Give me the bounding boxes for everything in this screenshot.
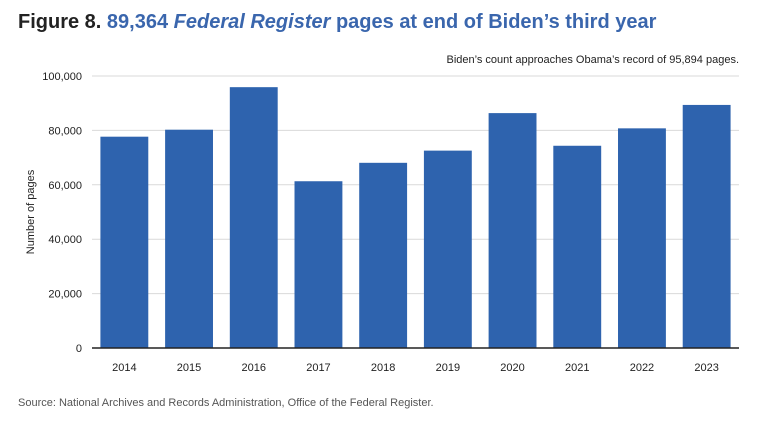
title-prefix: 89,364 [106, 11, 169, 33]
x-tick-label: 2014 [112, 362, 136, 374]
y-tick-label: 60,000 [48, 180, 82, 192]
x-tick-label: 2018 [371, 362, 395, 374]
figure-title: Figure 8. 89,364 Federal Register pages … [18, 11, 656, 34]
x-tick-label: 2022 [630, 362, 654, 374]
x-tick-label: 2016 [242, 362, 266, 374]
bar-2022 [618, 128, 666, 348]
bar-2018 [359, 162, 408, 348]
bar-2016 [229, 87, 278, 348]
x-tick-label: 2023 [694, 362, 718, 374]
y-axis-label: Number of pages [25, 169, 37, 254]
x-tick-label: 2020 [500, 362, 524, 374]
title-italic: Federal Register [173, 11, 331, 33]
y-axis-ticks: 0 20,000 40,000 60,000 80,000 100,000 [42, 71, 82, 355]
y-tick-label: 0 [76, 343, 82, 355]
bar-2015 [165, 129, 213, 348]
x-tick-label: 2021 [565, 362, 589, 374]
y-tick-label: 40,000 [48, 234, 82, 246]
chart-annotation: Biden’s count approaches Obama’s record … [446, 54, 739, 66]
bar-2021 [553, 145, 602, 348]
x-tick-label: 2017 [306, 362, 330, 374]
bar-2020 [488, 113, 537, 348]
y-tick-label: 80,000 [48, 125, 82, 137]
x-axis-ticks: 2014 2015 2016 2017 2018 2019 2020 2021 2022 2023 [112, 362, 719, 374]
bars [100, 87, 731, 348]
bar-2014 [100, 136, 149, 348]
bar-2019 [423, 150, 472, 348]
source-note: Source: National Archives and Records Ad… [18, 397, 434, 409]
figure-number: Figure 8. [18, 11, 102, 33]
y-tick-label: 100,000 [42, 71, 82, 83]
bar-2023 [682, 104, 731, 348]
x-tick-label: 2015 [177, 362, 201, 374]
title-suffix: pages at end of Biden’s third year [335, 11, 657, 33]
x-tick-label: 2019 [436, 362, 460, 374]
figure-title-main: 89,364 Federal Register pages at end of … [107, 11, 656, 33]
bar-2017 [294, 181, 343, 348]
y-tick-label: 20,000 [48, 289, 82, 301]
